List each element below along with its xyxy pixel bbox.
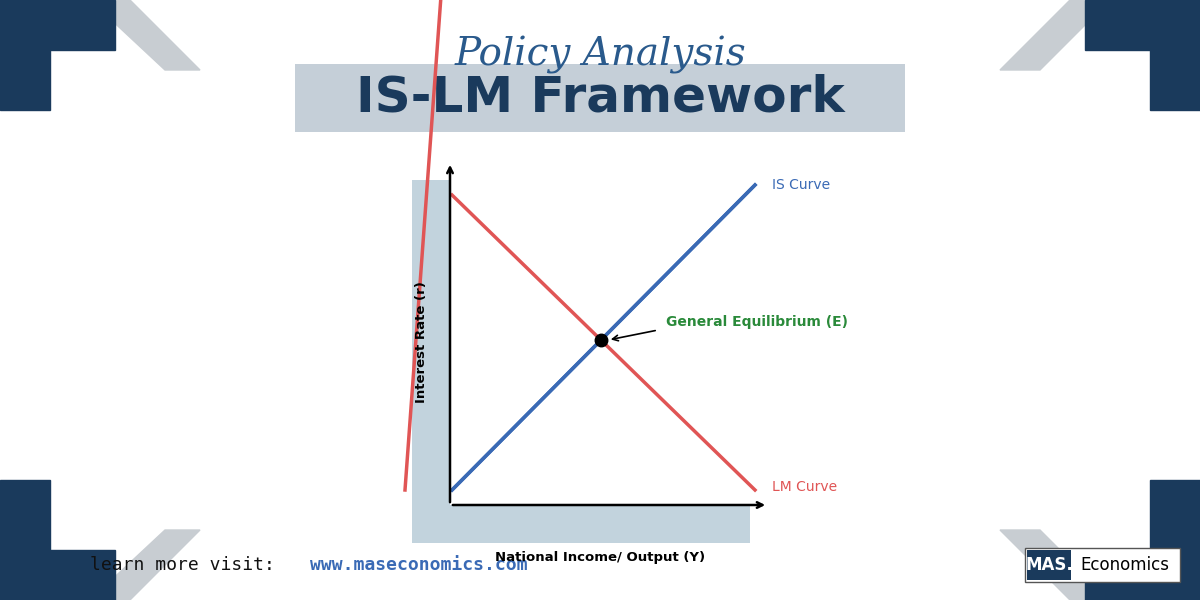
Bar [412,180,450,505]
Text: Policy Analysis: Policy Analysis [454,36,746,74]
Bar [0,0,50,110]
Polygon shape [90,530,200,600]
Polygon shape [90,0,200,70]
Text: MAS.: MAS. [1025,556,1073,574]
Text: Economics: Economics [1080,556,1170,574]
Text: Interest Rate (r): Interest Rate (r) [415,281,428,403]
Bar [412,505,750,543]
Bar [295,64,905,132]
Bar [1150,480,1200,600]
Text: www.maseconomics.com: www.maseconomics.com [310,556,528,574]
Bar [0,480,50,600]
Text: General Equilibrium (E): General Equilibrium (E) [666,315,848,329]
Text: learn more visit:: learn more visit: [90,556,296,574]
Bar [1085,0,1200,50]
Text: National Income/ Output (Y): National Income/ Output (Y) [494,551,706,563]
Text: IS Curve: IS Curve [772,178,830,192]
Bar [0,550,115,600]
Polygon shape [1000,0,1110,70]
Text: IS-LM Framework: IS-LM Framework [355,74,845,122]
Text: LM Curve: LM Curve [772,480,838,494]
Bar [1150,0,1200,110]
Bar [0,0,115,50]
Bar [1027,550,1072,580]
Polygon shape [1000,530,1110,600]
Bar [1025,548,1180,582]
Bar [1085,550,1200,600]
